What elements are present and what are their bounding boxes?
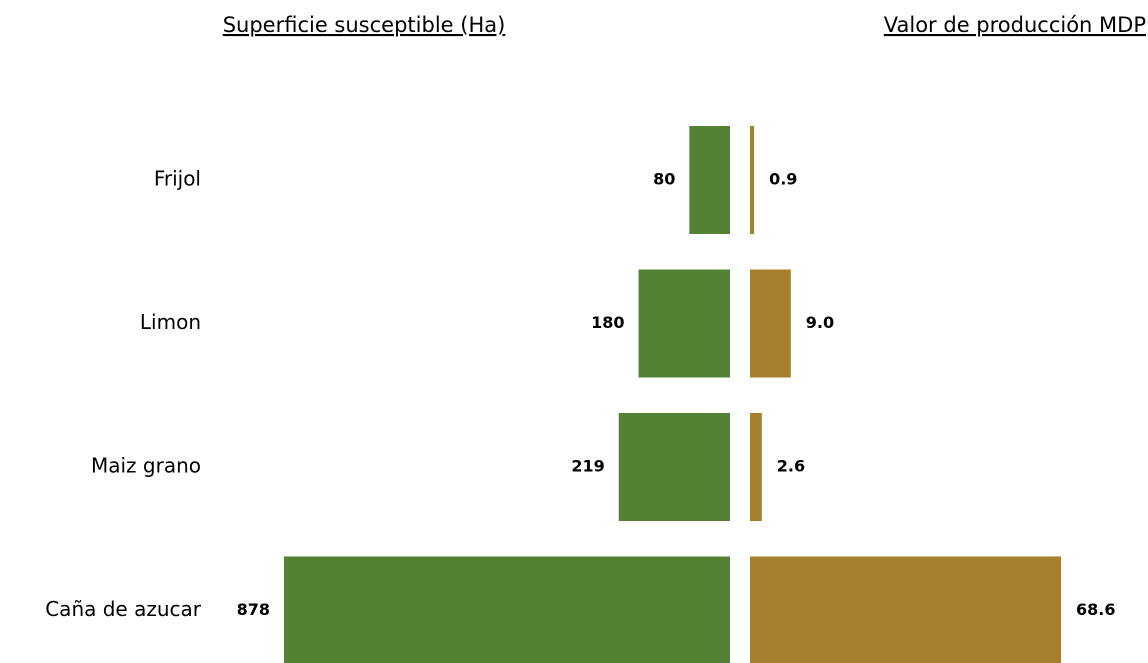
category-label: Caña de azucar xyxy=(45,597,202,621)
bar xyxy=(750,413,762,521)
value-label: 2.6 xyxy=(777,457,805,476)
value-label: 219 xyxy=(571,457,604,476)
category-label: Limon xyxy=(140,310,201,334)
bar xyxy=(689,126,730,234)
bar xyxy=(618,413,730,521)
value-label: 9.0 xyxy=(806,313,834,332)
bar xyxy=(750,556,1061,663)
category-label: Frijol xyxy=(154,167,201,191)
bar xyxy=(284,556,730,663)
value-label: 878 xyxy=(237,600,270,619)
value-label: 68.6 xyxy=(1076,600,1115,619)
bar xyxy=(750,126,755,234)
bar xyxy=(750,269,791,378)
category-label: Maiz grano xyxy=(91,454,201,478)
chart-title: Superficie susceptible (Ha) xyxy=(223,13,506,37)
value-label: 0.9 xyxy=(769,170,797,189)
value-label: 180 xyxy=(591,313,624,332)
bar xyxy=(638,269,730,378)
value-label: 80 xyxy=(653,170,675,189)
chart-title: Valor de producción MDP xyxy=(884,13,1146,37)
